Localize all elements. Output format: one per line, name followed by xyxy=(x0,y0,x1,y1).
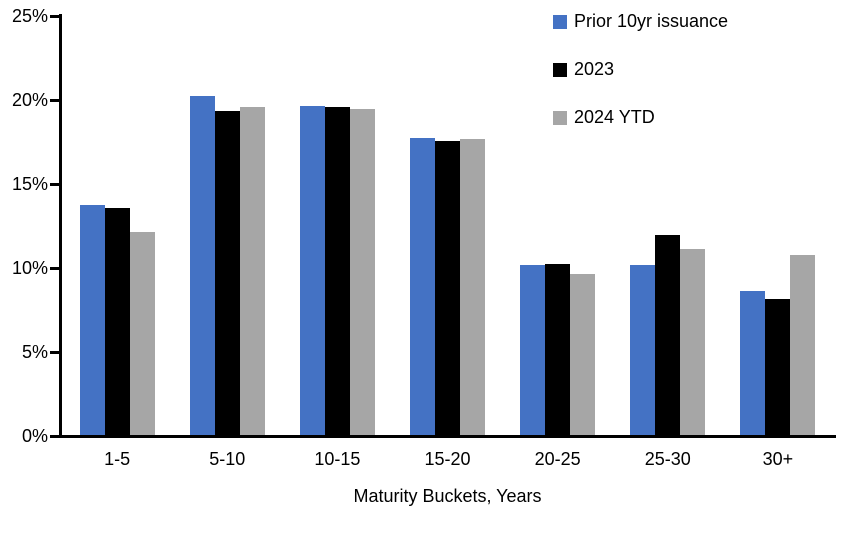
y-tick-0% xyxy=(50,434,59,438)
legend-item-2024-ytd: 2024 YTD xyxy=(553,107,728,128)
y-tick-label-15%: 15% xyxy=(11,174,48,194)
bar-2024-ytd-20-25 xyxy=(570,274,596,435)
bar-group-10-15 xyxy=(282,15,392,435)
legend-item-prior-10yr: Prior 10yr issuance xyxy=(553,11,728,32)
bar-group-30+ xyxy=(723,15,833,435)
bar-2023-15-20 xyxy=(434,141,460,435)
bar-2023-30+ xyxy=(765,299,791,435)
bar-2024-ytd-25-30 xyxy=(680,249,706,435)
legend-swatch-2023 xyxy=(553,62,567,77)
x-label-25-30: 25-30 xyxy=(644,449,691,469)
bar-2024-ytd-15-20 xyxy=(459,139,485,435)
bar-prior-10yr-issuance-5-10 xyxy=(189,96,215,435)
plot-area xyxy=(62,15,833,435)
bar-group-15-20 xyxy=(392,15,502,435)
x-label-15-20: 15-20 xyxy=(424,449,471,469)
bar-prior-10yr-issuance-10-15 xyxy=(299,106,325,435)
bar-2023-1-5 xyxy=(104,208,130,435)
bar-2023-10-15 xyxy=(324,107,350,435)
x-label-30+: 30+ xyxy=(762,449,794,469)
y-tick-5% xyxy=(50,350,59,354)
y-axis-line xyxy=(59,14,62,438)
x-axis-title: Maturity Buckets, Years xyxy=(353,486,542,506)
bar-2024-ytd-10-15 xyxy=(349,109,375,435)
bar-prior-10yr-issuance-20-25 xyxy=(520,265,546,435)
bar-prior-10yr-issuance-25-30 xyxy=(630,265,656,435)
bar-2024-ytd-5-10 xyxy=(239,107,265,435)
y-tick-label-0%: 0% xyxy=(21,426,48,446)
y-tick-label-5%: 5% xyxy=(21,342,48,362)
legend-item-2023: 2023 xyxy=(553,59,728,80)
bar-group-1-5 xyxy=(62,15,172,435)
bar-2023-5-10 xyxy=(214,111,240,435)
x-label-20-25: 20-25 xyxy=(534,449,581,469)
bar-2024-ytd-30+ xyxy=(790,255,816,435)
x-label-1-5: 1-5 xyxy=(104,449,131,469)
bar-prior-10yr-issuance-30+ xyxy=(740,291,766,435)
bar-group-20-25 xyxy=(503,15,613,435)
y-tick-label-25%: 25% xyxy=(11,6,48,26)
legend-swatch-2024-ytd xyxy=(553,110,567,125)
y-tick-label-20%: 20% xyxy=(11,90,48,110)
bar-group-5-10 xyxy=(172,15,282,435)
legend-label-2023: 2023 xyxy=(574,59,615,79)
bar-prior-10yr-issuance-15-20 xyxy=(409,138,435,435)
y-tick-25% xyxy=(50,14,59,18)
x-axis-labels: 1-5 5-10 10-15 15-20 20-25 25-30 30+ xyxy=(62,449,833,470)
legend-swatch-prior-10yr xyxy=(553,14,567,29)
legend-label-2024-ytd: 2024 YTD xyxy=(574,107,655,127)
bar-2024-ytd-1-5 xyxy=(129,232,155,435)
y-tick-10% xyxy=(50,266,59,270)
legend: Prior 10yr issuance 2023 2024 YTD xyxy=(553,11,728,128)
x-label-5-10: 5-10 xyxy=(209,449,246,469)
bar-prior-10yr-issuance-1-5 xyxy=(79,205,105,435)
x-label-10-15: 10-15 xyxy=(314,449,361,469)
bar-2023-25-30 xyxy=(655,235,681,435)
y-tick-15% xyxy=(50,182,59,186)
legend-label-prior-10yr: Prior 10yr issuance xyxy=(574,11,729,31)
bar-group-25-30 xyxy=(613,15,723,435)
x-axis-line xyxy=(59,435,836,438)
bar-2023-20-25 xyxy=(545,264,571,435)
y-tick-20% xyxy=(50,98,59,102)
y-tick-label-10%: 10% xyxy=(11,258,48,278)
